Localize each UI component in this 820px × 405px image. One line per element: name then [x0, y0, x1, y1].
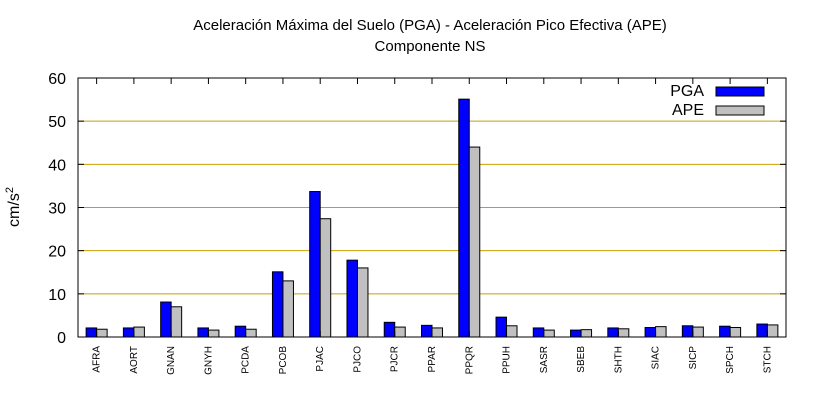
y-tick-label: 10	[48, 287, 66, 304]
bar-ape-stch	[766, 324, 779, 338]
bar-pga-pcob	[271, 271, 284, 338]
grid-lines	[78, 120, 786, 295]
bar-pga-gnan	[160, 301, 172, 338]
bar-ape-siac	[655, 326, 667, 338]
bar-pga-stch	[756, 323, 768, 338]
bar-ape-spch	[729, 327, 742, 338]
legend-label-ape: APE	[672, 102, 704, 119]
bar-pga-gnyh	[197, 327, 209, 338]
bar-ape-shth	[617, 328, 630, 338]
bar-pga-afra	[85, 327, 98, 338]
bar-ape-sasr	[543, 329, 555, 338]
y-tick-label: 0	[57, 330, 66, 347]
bar-pga-sasr	[532, 327, 545, 338]
y-tick-label: 50	[48, 114, 66, 131]
x-tick-label: STCH	[762, 346, 773, 373]
x-tick-label: PJCR	[390, 346, 401, 372]
x-tick-label: PPUH	[502, 346, 513, 374]
bar-ape-ppuh	[506, 325, 518, 338]
bar-pga-ppuh	[495, 316, 508, 338]
bar-pga-siac	[644, 327, 657, 338]
y-tick-label: 30	[48, 201, 66, 218]
bar-ape-sbeb	[580, 329, 593, 338]
y-axis-label: cm/s2	[4, 187, 23, 227]
bar-ape-ppar	[431, 327, 443, 338]
y-tick-label: 20	[48, 244, 66, 261]
x-tick-label: SIAC	[651, 346, 662, 369]
chart-title: Aceleración Máxima del Suelo (PGA) - Ace…	[193, 17, 667, 55]
bar-ape-gnan	[170, 306, 183, 338]
legend: PGA APE	[670, 83, 765, 119]
bar-ape-aort	[133, 326, 145, 338]
bar-pga-ppqr	[458, 98, 470, 338]
bar-pga-sicp	[681, 325, 694, 338]
bar-pga-spch	[719, 325, 731, 338]
bar-pga-pjcr	[383, 321, 396, 338]
bar-pga-pjco	[346, 259, 358, 338]
bar-pga-shth	[607, 327, 619, 338]
bar-ape-pcda	[245, 328, 257, 338]
bar-ape-pjcr	[394, 326, 406, 338]
bar-pga-pjac	[309, 191, 321, 338]
x-tick-label: PCDA	[241, 346, 252, 374]
bar-pga-aort	[122, 327, 135, 338]
bar-pga-ppar	[421, 324, 433, 338]
legend-swatch-ape	[715, 105, 765, 116]
x-tick-label: PPQR	[464, 346, 475, 374]
x-tick-label: SBEB	[576, 346, 587, 373]
x-tick-label: SPCH	[725, 346, 736, 374]
chart-title-line-2: Componente NS	[375, 38, 486, 55]
x-tick-label: GNAN	[166, 346, 177, 375]
x-axis-ticks: AFRA AORT GNAN GNYH PCDA PCOB PJAC PJCO PJCR PPAR…	[92, 78, 773, 375]
x-tick-label: SHTH	[613, 346, 624, 373]
bar-pga-pcda	[234, 325, 247, 338]
bar-ape-pjac	[319, 218, 332, 338]
plot-frame	[77, 77, 787, 338]
bar-ape-pcob	[282, 280, 294, 338]
x-tick-label: PJAC	[315, 346, 326, 372]
bar-ape-afra	[96, 328, 108, 338]
bar-ape-sicp	[692, 326, 704, 338]
x-tick-label: AFRA	[92, 346, 103, 373]
bar-pga-sbeb	[570, 329, 582, 338]
bar-ape-gnyh	[207, 329, 220, 338]
y-tick-label: 40	[48, 157, 66, 174]
bars	[85, 98, 779, 338]
legend-label-pga: PGA	[670, 83, 704, 100]
x-tick-label: SASR	[539, 346, 550, 373]
y-axis-label-text: cm/s2	[4, 187, 23, 227]
y-axis-label-unit: cm/s	[6, 193, 23, 227]
x-tick-label: PPAR	[427, 346, 438, 373]
chart-title-line-1: Aceleración Máxima del Suelo (PGA) - Ace…	[193, 17, 667, 34]
bar-ape-pjco	[356, 267, 369, 338]
x-tick-label: AORT	[129, 346, 140, 374]
bar-ape-ppqr	[468, 146, 481, 338]
y-axis-ticks: 0 10 20 30 40 50 60	[48, 71, 786, 347]
legend-swatch-pga	[715, 86, 765, 97]
y-tick-label: 60	[48, 71, 66, 88]
x-tick-label: GNYH	[203, 346, 214, 375]
x-tick-label: PJCO	[352, 346, 363, 373]
y-axis-label-exponent: 2	[4, 187, 16, 193]
x-tick-label: SICP	[688, 346, 699, 370]
x-tick-label: PCOB	[278, 346, 289, 375]
